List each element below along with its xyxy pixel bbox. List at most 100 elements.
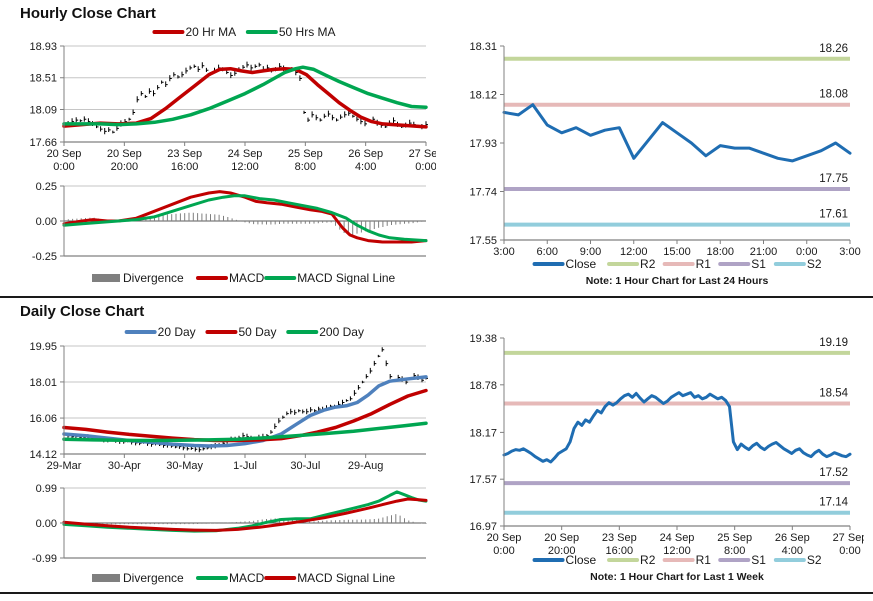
svg-text:19.95: 19.95 [29, 341, 57, 353]
svg-text:0.99: 0.99 [36, 483, 57, 495]
svg-text:17.57: 17.57 [469, 474, 497, 486]
svg-text:0.00: 0.00 [36, 518, 57, 530]
svg-text:0.00: 0.00 [36, 216, 57, 228]
svg-text:20 Hr MA: 20 Hr MA [185, 25, 236, 39]
svg-text:MACD: MACD [229, 271, 265, 285]
svg-text:18.01: 18.01 [29, 377, 57, 389]
svg-text:S2: S2 [807, 553, 822, 567]
svg-text:12:00: 12:00 [620, 246, 648, 258]
svg-text:50 Hrs MA: 50 Hrs MA [279, 25, 336, 39]
svg-text:R1: R1 [696, 257, 712, 271]
svg-text:26 Sep: 26 Sep [348, 148, 383, 160]
svg-text:23 Sep: 23 Sep [167, 148, 202, 160]
svg-text:17.74: 17.74 [469, 187, 497, 199]
svg-text:R2: R2 [640, 553, 656, 567]
svg-text:27 Sep: 27 Sep [409, 148, 436, 160]
svg-text:16.97: 16.97 [469, 521, 497, 533]
svg-text:30-Apr: 30-Apr [108, 460, 141, 472]
svg-text:17.61: 17.61 [819, 209, 848, 221]
svg-text:29-Mar: 29-Mar [47, 460, 82, 472]
svg-text:18.93: 18.93 [29, 41, 57, 53]
svg-text:27 Sep: 27 Sep [833, 532, 864, 544]
svg-text:23 Sep: 23 Sep [602, 532, 637, 544]
svg-text:Close: Close [566, 553, 597, 567]
svg-text:1-Jul: 1-Jul [233, 460, 257, 472]
svg-text:8:00: 8:00 [295, 161, 316, 173]
svg-text:9:00: 9:00 [580, 246, 601, 258]
svg-text:17.14: 17.14 [819, 497, 848, 509]
svg-text:20 Sep: 20 Sep [47, 148, 82, 160]
svg-text:18.31: 18.31 [469, 41, 497, 53]
svg-text:21:00: 21:00 [750, 246, 778, 258]
svg-text:16:00: 16:00 [606, 545, 634, 557]
svg-text:0:00: 0:00 [839, 545, 860, 557]
svg-text:17.75: 17.75 [819, 173, 848, 185]
hourly-close-price-chart: 18.93 18.51 18.09 17.66 20 Sep 0:00 20 Sep 20:0… [28, 22, 443, 174]
svg-text:Note: 1 Hour Chart for Last 1: Note: 1 Hour Chart for Last 1 Week [590, 571, 764, 583]
svg-text:12:00: 12:00 [663, 545, 691, 557]
svg-text:20 Sep: 20 Sep [544, 532, 579, 544]
svg-text:0.25: 0.25 [36, 181, 57, 193]
svg-text:4:00: 4:00 [355, 161, 376, 173]
svg-text:18.12: 18.12 [469, 90, 497, 102]
svg-text:18.26: 18.26 [819, 43, 848, 55]
svg-text:R2: R2 [640, 257, 656, 271]
svg-text:S1: S1 [751, 257, 766, 271]
svg-text:18.78: 18.78 [469, 380, 497, 392]
svg-text:MACD: MACD [229, 571, 265, 585]
svg-text:18.51: 18.51 [29, 73, 57, 85]
daily-close-price-chart: 19.95 18.01 16.06 14.12 29-Mar 30-Apr 30-May 1-… [28, 320, 436, 478]
svg-text:Close: Close [566, 257, 597, 271]
svg-text:MACD Signal Line: MACD Signal Line [297, 571, 395, 585]
svg-text:0:00: 0:00 [796, 246, 817, 258]
svg-text:18.08: 18.08 [819, 89, 848, 101]
svg-text:20:00: 20:00 [111, 161, 139, 173]
svg-text:-0.25: -0.25 [32, 251, 57, 263]
svg-text:20 Sep: 20 Sep [107, 148, 142, 160]
svg-text:0:00: 0:00 [415, 161, 436, 173]
svg-text:MACD Signal Line: MACD Signal Line [297, 271, 395, 285]
svg-text:16.06: 16.06 [29, 413, 57, 425]
svg-text:26 Sep: 26 Sep [775, 532, 810, 544]
section-divider [0, 296, 873, 298]
daily-section-title: Daily Close Chart [20, 303, 145, 320]
svg-text:S2: S2 [807, 257, 822, 271]
svg-text:17.55: 17.55 [469, 235, 497, 247]
daily-macd-chart: 0.99 0.00 -0.99 Divergence MACD MACD Signal L… [28, 480, 436, 592]
svg-text:19.19: 19.19 [819, 337, 848, 349]
hourly-macd-chart: 0.25 0.00 -0.25 Divergence MACD MACD Signal L… [28, 178, 436, 294]
hourly-pivot-levels-chart: 18.26 18.08 17.75 17.61 18.31 18.12 17.93 17.74… [440, 26, 864, 296]
svg-text:0:00: 0:00 [53, 161, 74, 173]
svg-text:20:00: 20:00 [548, 545, 576, 557]
svg-text:Divergence: Divergence [123, 571, 184, 585]
svg-text:3:00: 3:00 [493, 246, 514, 258]
svg-text:8:00: 8:00 [724, 545, 745, 557]
svg-text:15:00: 15:00 [663, 246, 691, 258]
svg-text:19.38: 19.38 [469, 333, 497, 345]
svg-text:Note: 1 Hour Chart for Last 24: Note: 1 Hour Chart for Last 24 Hours [586, 275, 769, 287]
svg-text:14.12: 14.12 [29, 449, 57, 461]
hourly-section-title: Hourly Close Chart [20, 5, 156, 22]
svg-text:25 Sep: 25 Sep [717, 532, 752, 544]
svg-text:20 Sep: 20 Sep [487, 532, 522, 544]
svg-text:30-May: 30-May [166, 460, 203, 472]
weekly-pivot-levels-chart: 19.19 18.54 17.52 17.14 19.38 18.78 18.17 17.57… [440, 322, 867, 592]
svg-text:17.93: 17.93 [469, 138, 497, 150]
svg-text:3:00: 3:00 [839, 246, 860, 258]
svg-text:18.54: 18.54 [819, 388, 848, 400]
svg-text:30-Jul: 30-Jul [290, 460, 320, 472]
svg-text:-0.99: -0.99 [32, 553, 57, 565]
svg-text:Divergence: Divergence [123, 271, 184, 285]
svg-text:24 Sep: 24 Sep [228, 148, 263, 160]
svg-text:200 Day: 200 Day [319, 325, 364, 339]
svg-text:24 Sep: 24 Sep [660, 532, 695, 544]
svg-text:0:00: 0:00 [493, 545, 514, 557]
svg-text:18:00: 18:00 [706, 246, 734, 258]
svg-text:17.66: 17.66 [29, 137, 57, 149]
svg-text:S1: S1 [751, 553, 766, 567]
svg-text:50 Day: 50 Day [238, 325, 276, 339]
svg-text:16:00: 16:00 [171, 161, 199, 173]
svg-text:25 Sep: 25 Sep [288, 148, 323, 160]
svg-text:R1: R1 [696, 553, 712, 567]
